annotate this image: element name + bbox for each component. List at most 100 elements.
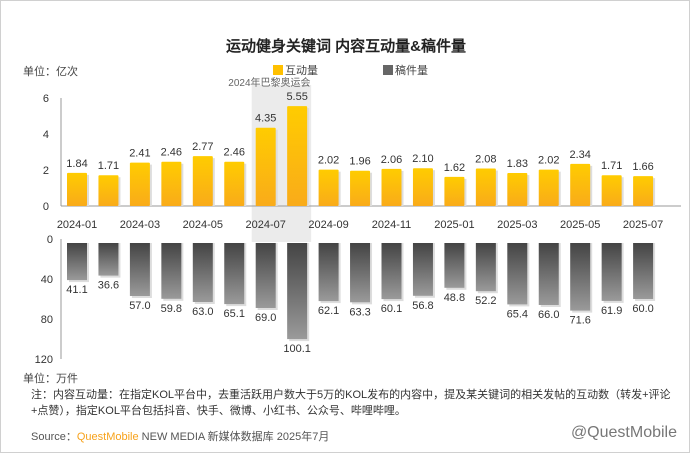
- bar-posts: [318, 243, 339, 302]
- y-tick-label-top: 0: [43, 201, 49, 213]
- value-label-posts: 56.8: [412, 300, 433, 312]
- bar-interactions: [255, 127, 276, 206]
- bar-posts: [507, 243, 528, 305]
- value-label-posts: 65.1: [224, 308, 245, 320]
- bar-interactions: [538, 169, 559, 206]
- bar-interactions: [412, 168, 433, 206]
- bar-posts: [98, 243, 119, 276]
- footnote: 注：内容互动量：在指定KOL平台中，去重活跃用户数大于5万的KOL发布的内容中，…: [31, 389, 671, 417]
- legend-swatch: [273, 65, 283, 75]
- value-label-posts: 48.8: [444, 292, 465, 304]
- value-label-posts: 62.1: [318, 305, 339, 317]
- bar-posts: [161, 243, 182, 299]
- bar-interactions: [287, 106, 308, 206]
- value-label-interactions: 1.71: [98, 160, 119, 172]
- value-label-posts: 63.0: [192, 306, 213, 318]
- y-tick-label-top: 4: [43, 129, 49, 141]
- bar-interactions: [633, 176, 654, 206]
- y-tick-label-top: 6: [43, 93, 49, 105]
- value-label-posts: 52.2: [475, 295, 496, 307]
- bar-interactions: [570, 163, 591, 206]
- value-label-posts: 41.1: [66, 284, 87, 296]
- bar-posts: [350, 243, 371, 303]
- x-tick-label: 2025-03: [497, 219, 537, 231]
- x-tick-label: 2024-05: [183, 219, 223, 231]
- legend-label: 稿件量: [395, 65, 428, 77]
- unit-top: 单位：亿次: [23, 66, 78, 78]
- value-label-posts: 61.9: [601, 305, 622, 317]
- x-tick-label: 2024-03: [120, 219, 160, 231]
- bar-posts: [538, 243, 559, 305]
- x-tick-label: 2024-01: [57, 219, 97, 231]
- y-tick-label-bottom: 40: [41, 274, 53, 286]
- value-label-posts: 65.4: [507, 308, 528, 320]
- unit-bottom: 单位：万件: [23, 373, 78, 385]
- value-label-interactions: 2.08: [475, 154, 496, 166]
- value-label-interactions: 2.10: [412, 153, 433, 165]
- value-label-posts: 60.0: [632, 303, 653, 315]
- bar-posts: [633, 243, 654, 299]
- legend-item-posts: 稿件量: [383, 62, 428, 78]
- value-label-interactions: 1.84: [66, 158, 87, 170]
- source-brand: QuestMobile: [76, 431, 139, 443]
- bar-posts: [255, 243, 276, 308]
- bar-interactions: [129, 162, 150, 206]
- value-label-interactions: 4.35: [255, 113, 276, 125]
- bar-posts: [224, 243, 245, 305]
- bar-interactions: [350, 170, 371, 206]
- legend-item-interactions: 互动量: [273, 62, 318, 78]
- bar-posts: [381, 243, 402, 300]
- bar-interactions: [381, 168, 402, 206]
- value-label-interactions: 1.66: [632, 161, 653, 173]
- value-label-posts: 69.0: [255, 312, 276, 324]
- x-tick-label: 2025-05: [560, 219, 600, 231]
- value-label-interactions: 2.46: [161, 147, 182, 159]
- value-label-posts: 100.1: [283, 343, 311, 355]
- source-label: Source：: [31, 431, 77, 443]
- annotation-label: 2024年巴黎奥运会: [228, 76, 310, 89]
- y-tick-label-bottom: 0: [47, 234, 53, 246]
- watermark: @QuestMobile: [570, 424, 677, 441]
- value-label-interactions: 2.41: [129, 148, 150, 160]
- value-label-posts: 59.8: [161, 303, 182, 315]
- value-label-interactions: 1.62: [444, 162, 465, 174]
- legend-label: 互动量: [285, 65, 318, 77]
- value-label-posts: 71.6: [569, 315, 590, 327]
- bar-posts: [475, 243, 496, 292]
- value-label-posts: 60.1: [381, 303, 402, 315]
- bar-posts: [412, 243, 433, 296]
- bar-posts: [192, 243, 213, 302]
- bar-posts: [287, 243, 308, 340]
- bar-interactions: [98, 175, 119, 206]
- bar-interactions: [224, 161, 245, 206]
- value-label-posts: 57.0: [129, 300, 150, 312]
- x-tick-label: 2025-01: [434, 219, 474, 231]
- bar-interactions: [161, 161, 182, 206]
- bar-interactions: [67, 172, 87, 206]
- y-tick-label-top: 2: [43, 165, 49, 177]
- bar-posts: [570, 243, 591, 311]
- x-tick-label: 2024-11: [372, 219, 412, 231]
- x-tick-label: 2024-09: [308, 219, 348, 231]
- bar-interactions: [601, 175, 622, 206]
- value-label-interactions: 2.46: [224, 147, 245, 159]
- source-text: NEW MEDIA 新媒体数据库 2025年7月: [138, 431, 330, 443]
- value-label-interactions: 2.34: [569, 149, 590, 161]
- bar-posts: [67, 243, 87, 281]
- value-label-interactions: 5.55: [286, 91, 307, 103]
- bar-interactions: [475, 168, 496, 206]
- value-label-interactions: 2.06: [381, 154, 402, 166]
- x-tick-label: 2025-07: [623, 219, 663, 231]
- value-label-interactions: 1.96: [349, 156, 370, 168]
- bar-posts: [444, 243, 465, 288]
- bar-interactions: [318, 169, 339, 206]
- value-label-interactions: 1.83: [507, 158, 528, 170]
- x-tick-label: 2024-07: [246, 219, 286, 231]
- value-label-posts: 36.6: [98, 280, 119, 292]
- value-label-interactions: 2.77: [192, 141, 213, 153]
- value-label-posts: 63.3: [349, 306, 370, 318]
- bar-posts: [129, 243, 150, 296]
- source: Source：QuestMobile NEW MEDIA 新媒体数据库 2025…: [31, 428, 329, 444]
- value-label-posts: 66.0: [538, 309, 559, 321]
